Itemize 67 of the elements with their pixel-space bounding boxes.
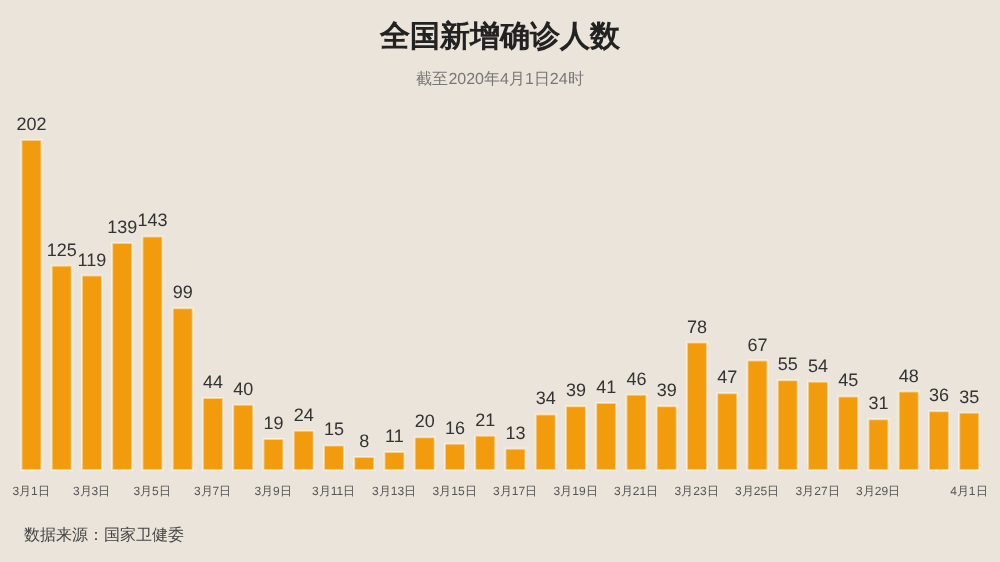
data-label: 8 [359,430,370,451]
data-label: 20 [414,411,435,432]
data-label: 11 [385,426,404,447]
bar [111,241,134,471]
data-label: 119 [77,249,107,270]
data-label: 99 [172,282,193,303]
bar [776,379,799,471]
data-label: 34 [535,388,556,409]
data-label: 35 [959,386,980,407]
bar [171,307,194,471]
bar [595,402,618,471]
chart-subtitle: 截至2020年4月1日24时 [414,68,586,90]
bar [534,413,557,471]
data-label: 24 [293,404,314,425]
bar [383,451,406,471]
data-label: 46 [626,368,647,389]
bar [837,395,860,471]
bar [897,390,920,471]
bar [806,380,829,471]
chart-title: 全国新增确诊人数 [377,18,622,56]
data-label: 48 [898,365,919,386]
bar [746,359,769,471]
data-label: 16 [444,417,465,438]
bar [322,444,345,471]
data-label: 125 [46,239,77,260]
bar [443,442,466,471]
bar [80,274,103,471]
data-label: 39 [565,380,586,401]
bar [20,139,43,471]
bar [625,393,648,471]
data-label: 67 [747,334,768,355]
data-label: 40 [233,378,254,399]
bar [927,410,950,471]
bar [564,405,587,471]
data-label: 13 [505,422,526,443]
data-label: 202 [16,114,47,134]
bar [292,429,315,471]
data-label: 41 [596,377,617,398]
bar [413,436,436,471]
data-label: 31 [868,393,889,414]
bar [655,405,678,471]
bar [504,447,527,471]
data-label: 44 [202,372,223,393]
data-label: 21 [475,409,496,430]
bar [867,418,890,471]
data-label: 19 [263,412,284,433]
data-label: 45 [838,370,859,391]
data-label: 47 [717,367,738,388]
source-note: 数据来源：国家卫健委 [24,524,184,546]
bar [474,434,497,471]
data-label: 54 [807,355,828,376]
bar [353,455,376,471]
data-label: 143 [137,210,168,231]
data-label: 15 [323,419,344,440]
data-label: 55 [777,354,798,375]
data-label: 39 [656,380,677,401]
bar [262,437,285,471]
data-label: 139 [107,216,138,237]
bar [201,397,224,471]
data-label: 78 [686,316,707,337]
data-label: 36 [928,385,949,406]
bar [958,411,981,471]
bar [50,264,73,471]
bar [716,392,739,471]
bar [141,235,164,471]
bar [232,403,255,471]
bar [685,341,708,471]
